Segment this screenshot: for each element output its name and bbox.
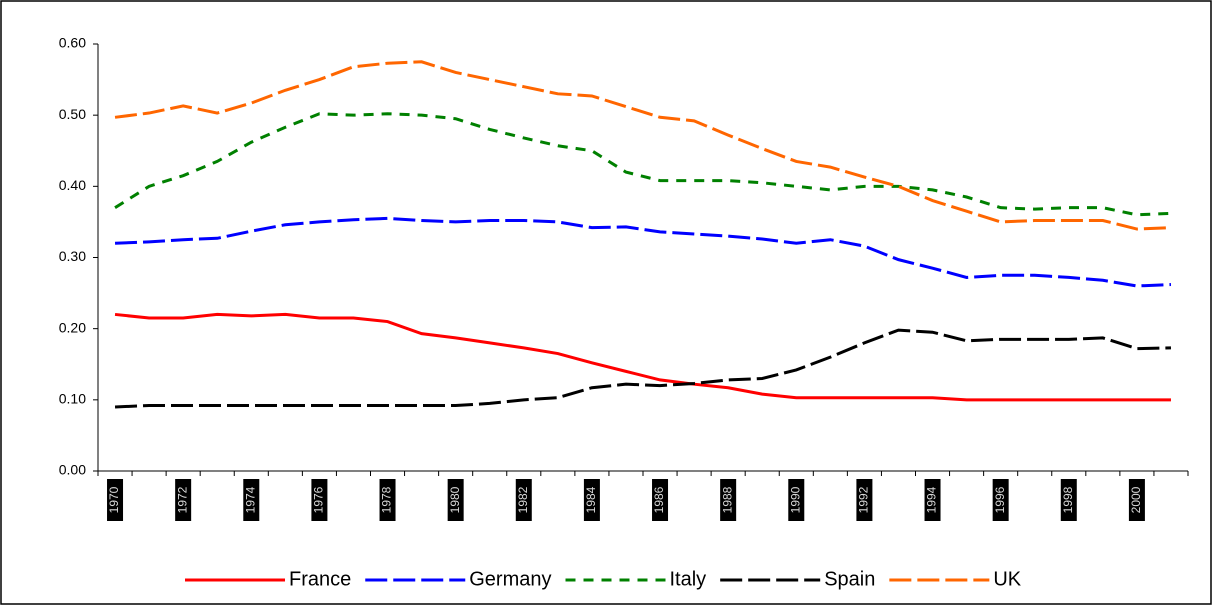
series-line xyxy=(114,328,1172,409)
x-tick-label: 1996 xyxy=(993,486,1007,513)
legend-label: Germany xyxy=(469,568,551,590)
x-label-box xyxy=(788,479,805,521)
y-tick-label: 0.00 xyxy=(59,462,86,478)
x-label-box xyxy=(583,479,600,521)
x-tick-label: 1974 xyxy=(243,486,257,513)
legend-label: Italy xyxy=(670,568,707,590)
x-label-box xyxy=(311,479,328,521)
x-label-box xyxy=(515,479,532,521)
x-label-box xyxy=(379,479,396,521)
x-label-box xyxy=(652,479,669,521)
legend-label: France xyxy=(289,568,351,590)
y-tick-label: 0.30 xyxy=(59,248,86,264)
x-tick-label: 1970 xyxy=(107,486,121,513)
x-tick-label: 1976 xyxy=(312,486,326,513)
y-tick-label: 0.10 xyxy=(59,391,86,407)
x-label-box xyxy=(175,479,192,521)
x-label-box xyxy=(107,479,124,521)
x-label-box xyxy=(924,479,941,521)
x-tick-label: 1982 xyxy=(516,486,530,513)
x-label-box xyxy=(720,479,737,521)
x-tick-label: 2000 xyxy=(1129,486,1143,513)
x-label-box xyxy=(856,479,873,521)
x-label-box xyxy=(447,479,464,521)
x-tick-label: 1990 xyxy=(788,486,802,513)
y-tick-label: 0.60 xyxy=(59,35,86,51)
series-line xyxy=(114,312,1171,402)
y-tick-label: 0.40 xyxy=(59,177,86,193)
x-label-box xyxy=(1128,479,1145,521)
legend-label: Spain xyxy=(824,568,875,590)
x-tick-label: 1986 xyxy=(652,486,666,513)
x-tick-label: 1998 xyxy=(1061,486,1075,513)
series-line xyxy=(114,60,1172,231)
series-line xyxy=(114,112,1172,217)
x-tick-label: 1984 xyxy=(584,486,598,513)
x-tick-label: 1992 xyxy=(857,486,871,513)
x-tick-label: 1988 xyxy=(720,486,734,513)
x-label-box xyxy=(243,479,260,521)
x-tick-label: 1980 xyxy=(448,486,462,513)
legend-label: UK xyxy=(993,568,1021,590)
x-tick-label: 1978 xyxy=(380,486,394,513)
x-tick-label: 1972 xyxy=(175,486,189,513)
x-label-box xyxy=(992,479,1009,521)
y-tick-label: 0.20 xyxy=(59,319,86,335)
x-tick-label: 1994 xyxy=(925,486,939,513)
y-tick-label: 0.50 xyxy=(59,106,86,122)
series-line xyxy=(114,216,1172,288)
x-label-box xyxy=(1060,479,1077,521)
